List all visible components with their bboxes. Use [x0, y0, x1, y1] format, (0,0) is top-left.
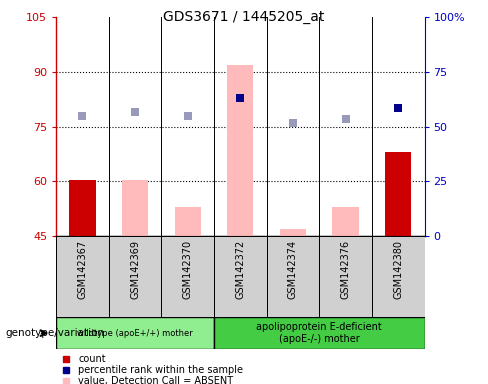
Bar	[214, 236, 266, 317]
Text: GDS3671 / 1445205_at: GDS3671 / 1445205_at	[163, 10, 325, 23]
Text: percentile rank within the sample: percentile rank within the sample	[78, 365, 243, 375]
Text: apolipoprotein E-deficient
(apoE-/-) mother: apolipoprotein E-deficient (apoE-/-) mot…	[256, 322, 382, 344]
Bar	[266, 236, 319, 317]
Text: GSM142370: GSM142370	[183, 240, 193, 299]
Bar	[214, 317, 425, 349]
Bar	[122, 180, 148, 236]
Bar	[385, 152, 411, 236]
Text: genotype/variation: genotype/variation	[5, 328, 104, 338]
Bar	[56, 236, 109, 317]
Text: GSM142380: GSM142380	[393, 240, 403, 299]
Bar	[280, 229, 306, 236]
Bar	[319, 236, 372, 317]
Text: GSM142369: GSM142369	[130, 240, 140, 299]
Bar	[162, 236, 214, 317]
Bar	[56, 317, 214, 349]
Bar	[175, 207, 201, 236]
Text: GSM142376: GSM142376	[341, 240, 350, 299]
Text: count: count	[78, 354, 106, 364]
Bar	[69, 180, 96, 236]
Bar	[372, 236, 425, 317]
Text: GSM142367: GSM142367	[78, 240, 87, 299]
Bar	[227, 65, 253, 236]
Text: value, Detection Call = ABSENT: value, Detection Call = ABSENT	[78, 376, 233, 384]
Text: wildtype (apoE+/+) mother: wildtype (apoE+/+) mother	[77, 329, 193, 338]
Bar	[109, 236, 162, 317]
Text: GSM142374: GSM142374	[288, 240, 298, 299]
Text: GSM142372: GSM142372	[235, 240, 245, 300]
Bar	[332, 207, 359, 236]
